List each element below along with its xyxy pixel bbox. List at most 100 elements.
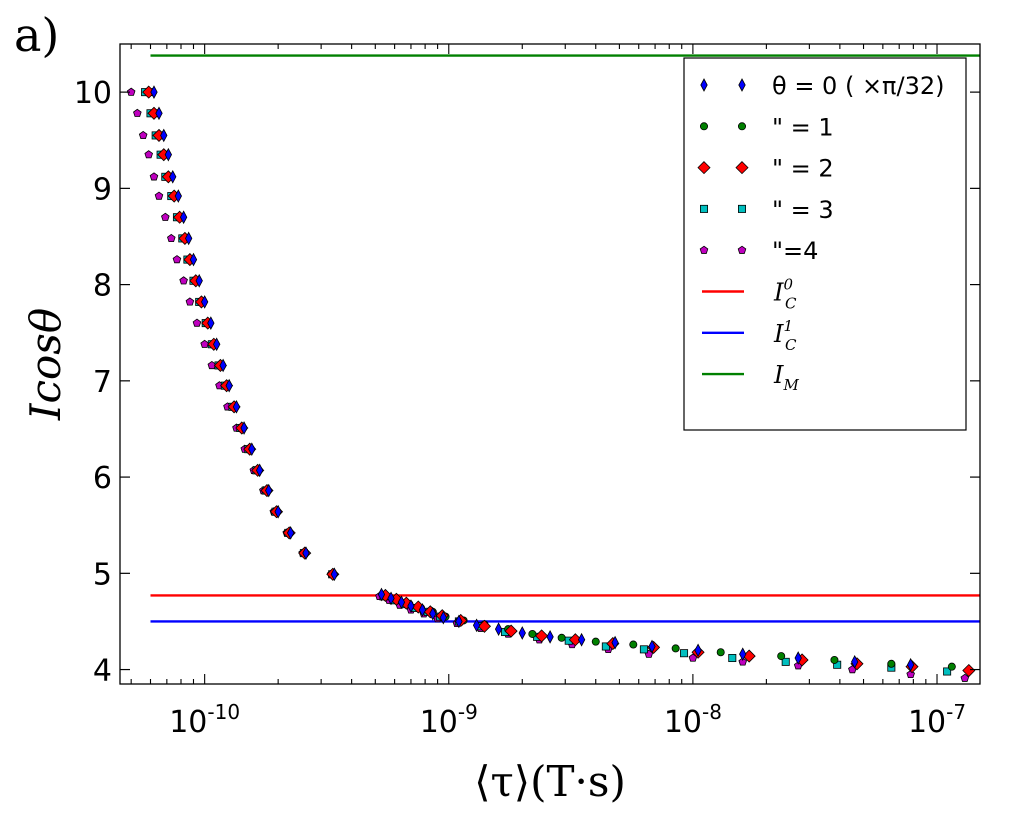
data-point-series-4 <box>138 130 148 140</box>
data-point-series-0 <box>286 526 295 540</box>
data-point-series-0 <box>577 632 586 647</box>
data-point-series-4 <box>149 172 159 181</box>
data-point-series-1 <box>671 644 680 653</box>
data-point-series-0 <box>274 504 282 519</box>
data-point-series-0 <box>494 622 503 636</box>
y-tick-label: 7 <box>93 365 112 400</box>
y-tick-label: 9 <box>93 172 112 207</box>
data-point-series-0 <box>611 635 619 650</box>
data-point-series-0 <box>164 147 172 162</box>
data-point-series-0 <box>455 614 463 629</box>
data-point-series-0 <box>330 567 339 582</box>
data-point-series-0 <box>160 128 168 143</box>
data-point-series-0 <box>179 210 188 225</box>
data-point-series-0 <box>397 595 406 610</box>
data-point-series-2 <box>477 619 492 633</box>
data-point-series-1 <box>947 662 956 671</box>
data-point-series-0 <box>248 442 256 457</box>
data-point-series-0 <box>240 421 248 435</box>
data-point-series-0 <box>518 626 526 640</box>
legend-label: "=4 <box>772 237 818 265</box>
data-point-series-1 <box>528 629 537 638</box>
legend-marker <box>699 245 709 254</box>
data-point-series-4 <box>154 191 164 200</box>
x-axis-label: ⟨τ⟩(T·s) <box>474 757 626 806</box>
data-point-series-0 <box>407 599 415 613</box>
data-point-series-0 <box>302 546 310 560</box>
data-point-series-0 <box>256 463 264 478</box>
data-point-series-3 <box>680 649 689 658</box>
data-point-series-0 <box>377 587 386 602</box>
data-point-series-2 <box>962 663 976 678</box>
data-point-series-3 <box>781 657 790 666</box>
data-point-series-0 <box>387 591 395 606</box>
data-point-series-0 <box>648 639 656 654</box>
data-point-series-4 <box>167 233 176 243</box>
legend-label: θ = 0 ( ×π/32) <box>772 72 945 100</box>
legend-marker <box>738 204 747 213</box>
data-point-series-0 <box>851 655 859 669</box>
data-point-series-0 <box>213 337 221 352</box>
data-point-series-0 <box>429 606 437 621</box>
data-point-series-1 <box>591 637 600 646</box>
data-point-series-4 <box>161 212 170 221</box>
legend-marker <box>700 204 709 213</box>
data-point-series-0 <box>907 657 915 672</box>
data-point-series-0 <box>739 647 747 662</box>
data-point-series-0 <box>439 610 447 625</box>
data-point-series-0 <box>794 651 802 665</box>
legend-label: " = 1 <box>772 113 834 141</box>
data-point-series-0 <box>189 252 198 267</box>
x-tick-label: 10-7 <box>908 700 966 740</box>
legend-marker <box>700 122 709 131</box>
data-point-series-2 <box>535 629 549 643</box>
legend-label: " = 3 <box>772 196 834 224</box>
data-point-series-0 <box>546 629 554 644</box>
data-point-series-4 <box>960 673 970 682</box>
data-point-series-1 <box>887 659 896 668</box>
data-point-series-4 <box>179 276 188 285</box>
x-tick-label: 10-10 <box>169 700 240 740</box>
data-point-series-0 <box>472 618 481 633</box>
legend-marker <box>738 78 746 92</box>
legend-label: I0 C <box>773 276 797 313</box>
data-point-series-1 <box>629 640 638 649</box>
legend-marker <box>737 245 747 254</box>
data-point-series-0 <box>174 189 182 203</box>
data-point-series-1 <box>777 652 786 661</box>
reference-lines <box>150 54 980 623</box>
data-point-series-3 <box>639 645 648 654</box>
x-tick-label: 10-9 <box>420 700 478 740</box>
data-point-series-0 <box>225 378 233 393</box>
y-tick-label: 8 <box>93 269 112 304</box>
data-point-series-4 <box>133 108 142 117</box>
axis-ticks: 4 5 6 7 8 9 10 10-10 10-9 10-8 10-7 <box>74 44 980 740</box>
data-point-series-0 <box>201 295 209 309</box>
data-point-series-4 <box>738 657 748 666</box>
data-point-series-2 <box>504 624 518 638</box>
data-point-series-0 <box>169 169 177 184</box>
y-axis-label: Icosθ <box>21 308 70 421</box>
data-point-series-1 <box>557 633 566 642</box>
plot-frame <box>119 43 981 685</box>
legend-box <box>683 57 967 431</box>
data-point-series-0 <box>207 316 215 330</box>
data-point-series-4 <box>126 87 136 96</box>
data-point-series-0 <box>265 483 273 498</box>
data-point-series-4 <box>192 318 202 327</box>
data-point-series-1 <box>716 648 725 657</box>
y-tick-label: 5 <box>93 557 112 592</box>
data-point-series-4 <box>200 339 209 348</box>
x-tick-label: 10-8 <box>664 700 722 740</box>
legend-marker <box>700 78 708 92</box>
legend-marker <box>735 161 749 175</box>
data-point-series-4 <box>185 297 195 306</box>
panel-label: a) <box>14 8 60 62</box>
data-point-series-4 <box>172 255 182 264</box>
legend-label: " = 2 <box>772 155 834 183</box>
y-tick-label: 6 <box>93 461 112 496</box>
legend: θ = 0 ( ×π/32) " = 1 " = 2 " = 3 "=4 I0 C I1 C IM <box>683 57 967 431</box>
data-point-series-0 <box>195 273 203 288</box>
axis-labels: ⟨τ⟩(T·s) Icosθ <box>21 308 626 806</box>
